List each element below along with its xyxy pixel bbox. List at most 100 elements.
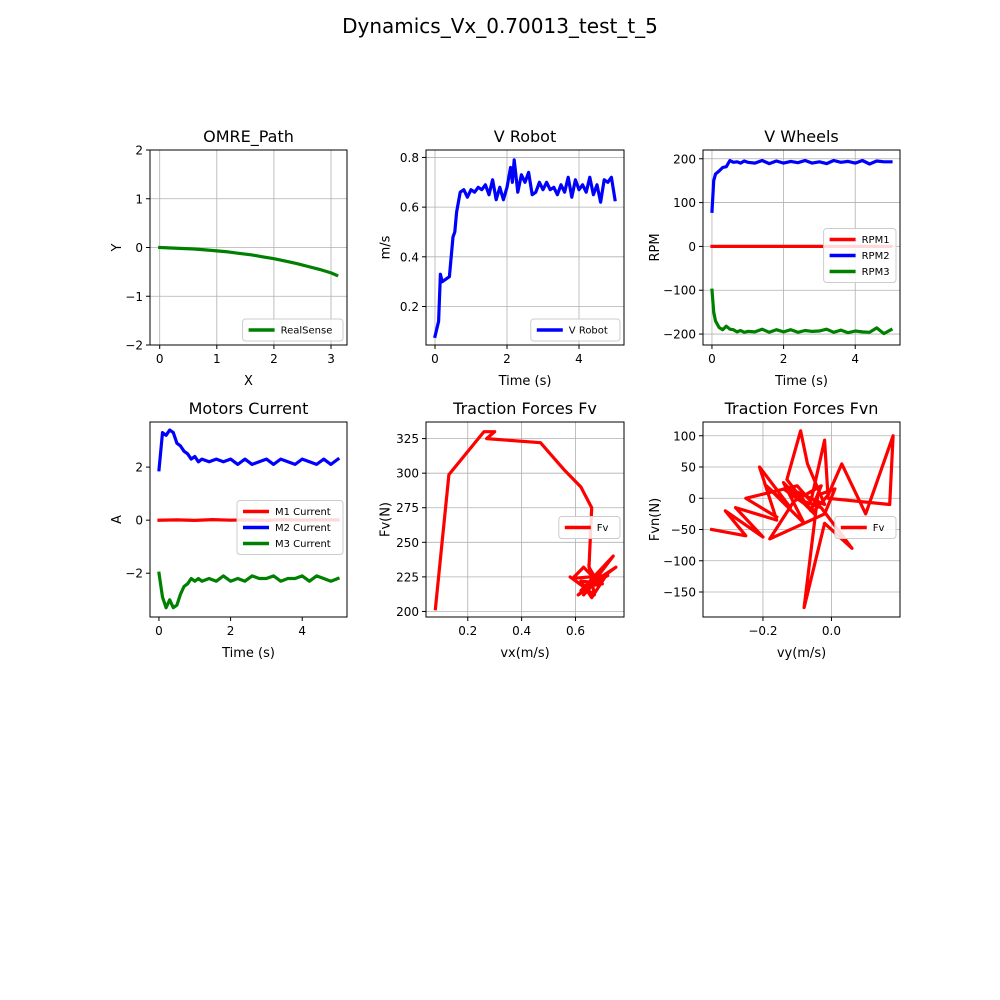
y-axis-label: m/s (379, 235, 394, 259)
traction-fvn-chart: −0.2 0.0 −150 −100 −50 0 50 100 Traction Forces … (648, 399, 901, 661)
v-wheels-chart: 0 2 4 −200 −100 0 100 200 V Wheels Time (s) RPM RPM… (648, 127, 901, 389)
series-line-fv (709, 429, 895, 610)
y-tick-label: −150 (663, 586, 696, 600)
legend: RealSense (242, 318, 344, 342)
x-tick-label: 0 (708, 352, 716, 366)
axes-frame (149, 421, 348, 618)
plot-area (433, 158, 617, 339)
x-tick-label: 2 (780, 352, 788, 366)
series-line-realsense (158, 245, 339, 278)
series-line-fv (433, 430, 618, 611)
chart-title: V Wheels (764, 127, 838, 146)
x-tick-label: 0 (156, 352, 164, 366)
series-line-rpm2 (710, 158, 893, 213)
y-tick-label: 325 (396, 432, 419, 446)
y-tick-label: 100 (673, 429, 696, 443)
x-axis-label: vy(m/s) (777, 646, 826, 661)
axes-frame (702, 149, 901, 346)
x-tick-label: −0.2 (748, 624, 777, 638)
legend-label: M3 Current (275, 539, 331, 550)
x-axis-label: vx(m/s) (500, 646, 549, 661)
legend-label: Fv (873, 523, 885, 534)
axes-frame (425, 149, 625, 346)
x-tick-label: 0.2 (458, 624, 477, 638)
series-line-v-robot (433, 158, 617, 339)
series-line-rpm3 (710, 288, 894, 336)
legend-label: V Robot (569, 326, 608, 337)
x-tick-label: 2 (227, 624, 235, 638)
y-tick-label: 1 (135, 192, 143, 206)
y-tick-label: −100 (663, 284, 696, 298)
legend-label: RPM3 (862, 267, 890, 278)
legend-box (823, 228, 897, 283)
y-tick-label: 0 (688, 492, 696, 506)
v-robot-chart: 0 2 4 0.2 0.4 0.6 0.8 V Robot Time (s) m/s V Robot (379, 127, 625, 389)
chart-title: Traction Forces Fv (452, 399, 597, 418)
y-tick-label: 0 (135, 514, 143, 528)
x-tick-label: 0.0 (822, 624, 841, 638)
y-tick-label: −200 (663, 328, 696, 342)
y-tick-label: 200 (673, 152, 696, 166)
legend: M1 Current M2 Current M3 Current (236, 500, 344, 555)
y-axis-label: Fv(N) (379, 502, 394, 537)
y-tick-label: −100 (663, 554, 696, 568)
legend-label: RPM2 (862, 251, 890, 262)
y-tick-label: 0 (135, 241, 143, 255)
legend-box (530, 318, 621, 342)
legend: V Robot (530, 318, 621, 342)
plot-area (433, 430, 618, 611)
axes-frame (425, 421, 625, 618)
x-axis-label: X (244, 374, 253, 389)
legend: Fv (558, 516, 621, 539)
legend: Fv (834, 516, 897, 539)
y-tick-label: 0.6 (400, 201, 419, 215)
legend-label: M2 Current (275, 523, 331, 534)
x-tick-label: 0 (155, 624, 163, 638)
omre-path-chart: 0 1 2 3 −2 −1 0 1 2 OMRE_Path X Y RealSense (110, 127, 348, 389)
axes-frame (702, 421, 901, 618)
x-tick-label: 0 (431, 352, 439, 366)
x-axis-label: Time (s) (221, 646, 275, 661)
plot-area (158, 245, 339, 278)
y-tick-label: 2 (135, 144, 143, 158)
x-tick-label: 0.6 (566, 624, 585, 638)
y-tick-label: −2 (125, 339, 143, 353)
y-axis-label: Y (110, 243, 125, 252)
x-axis-label: Time (s) (774, 374, 828, 389)
figure-title: Dynamics_Vx_0.70013_test_t_5 (342, 14, 658, 38)
x-tick-label: 4 (575, 352, 583, 366)
legend-label: M1 Current (275, 507, 331, 518)
y-axis-label: RPM (648, 233, 663, 261)
y-tick-label: 0 (688, 240, 696, 254)
chart-title: V Robot (494, 127, 556, 146)
plot-area (709, 429, 895, 610)
y-tick-label: 225 (396, 570, 419, 584)
legend-box (242, 318, 344, 342)
y-tick-label: −2 (125, 567, 143, 581)
legend-box (236, 500, 344, 555)
x-tick-label: 2 (270, 352, 278, 366)
chart-title: OMRE_Path (203, 127, 294, 147)
y-tick-label: 0.8 (400, 151, 419, 165)
y-tick-label: 100 (673, 196, 696, 210)
x-tick-label: 1 (213, 352, 221, 366)
x-tick-label: 4 (851, 352, 859, 366)
legend: RPM1 RPM2 RPM3 (823, 228, 897, 283)
y-tick-label: 275 (396, 501, 419, 515)
y-tick-label: 300 (396, 467, 419, 481)
x-tick-label: 2 (503, 352, 511, 366)
y-tick-label: 0.4 (400, 250, 419, 264)
x-axis-label: Time (s) (498, 374, 552, 389)
y-tick-label: 0.2 (400, 300, 419, 314)
y-axis-label: A (110, 515, 125, 524)
chart-title: Motors Current (189, 399, 309, 418)
x-tick-label: 3 (327, 352, 335, 366)
legend-label: Fv (597, 523, 609, 534)
y-tick-label: −50 (671, 523, 696, 537)
chart-title: Traction Forces Fvn (724, 399, 879, 418)
y-tick-label: 50 (681, 461, 696, 475)
x-tick-label: 4 (298, 624, 306, 638)
legend-label: RPM1 (862, 235, 890, 246)
series-line-m3-current (157, 571, 341, 610)
